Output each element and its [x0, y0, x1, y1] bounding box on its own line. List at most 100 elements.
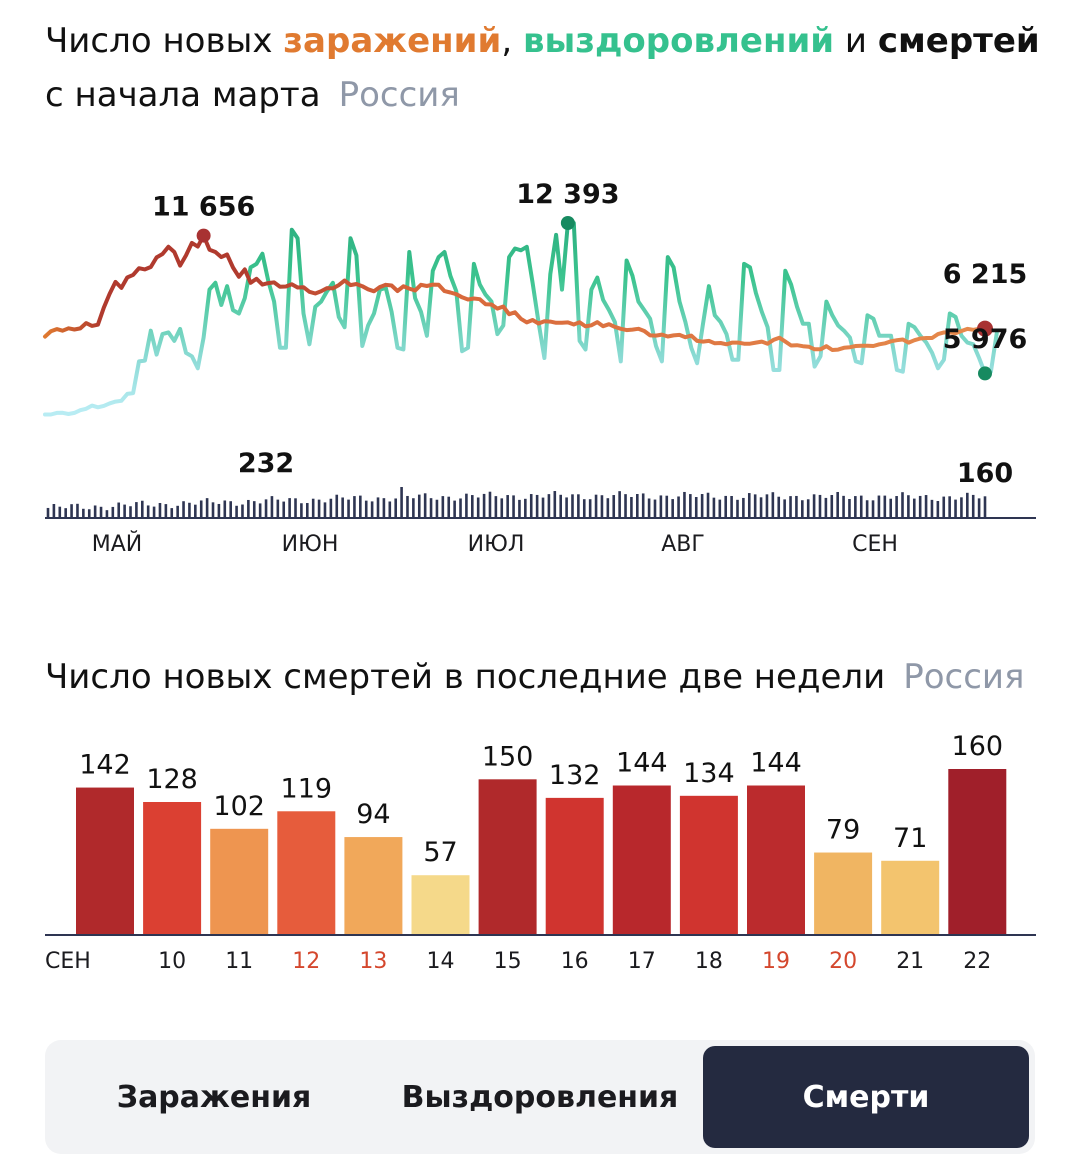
death-mini-bar	[341, 497, 344, 517]
death-mini-bar	[924, 495, 928, 517]
death-bar	[814, 852, 873, 934]
bar-category-label: 19	[762, 949, 790, 974]
death-mini-bar	[64, 508, 67, 517]
death-mini-bar	[801, 500, 804, 517]
bar-value-label: 160	[952, 731, 1004, 762]
death-mini-bar	[52, 504, 56, 517]
death-mini-bar	[582, 499, 586, 517]
bar-category-label: 21	[896, 949, 924, 974]
death-mini-bar	[323, 502, 327, 517]
death-mini-bar	[76, 503, 79, 517]
death-mini-bar	[918, 495, 922, 517]
bars: 142 128 102 119 94 57 150 132 144 134 144 79 71 160	[76, 731, 1007, 934]
death-mini-bar	[471, 495, 474, 517]
death-bar	[411, 875, 470, 934]
month-label: ИЮЛ	[468, 532, 525, 557]
death-mini-bar	[689, 494, 692, 517]
death-mini-bar	[771, 492, 775, 517]
death-mini-bar	[753, 494, 757, 517]
death-mini-bar	[712, 497, 716, 517]
main-chart-subtitle: с начала марта Россия	[45, 70, 460, 120]
death-mini-bar	[541, 497, 545, 517]
deaths-last-label: 160	[957, 458, 1013, 489]
death-mini-bar	[294, 498, 297, 517]
death-mini-bar	[783, 499, 786, 517]
recoveries-last-label: 5 976	[943, 324, 1028, 355]
death-mini-bar	[417, 494, 421, 517]
death-mini-bar	[694, 497, 698, 517]
death-mini-bar	[87, 509, 91, 517]
bar-value-label: 144	[616, 748, 668, 779]
death-mini-bar	[983, 496, 987, 517]
death-mini-bar	[140, 500, 144, 517]
death-mini-bar	[912, 498, 916, 517]
death-mini-bar	[960, 497, 963, 517]
death-mini-bar	[948, 496, 951, 517]
death-mini-bar	[364, 500, 368, 517]
main-line-chart: МАЙ ИЮН ИЮЛ АВГ СЕН 11 656 12 393 6 215 5 976 23…	[43, 179, 1036, 557]
death-mini-bar	[441, 496, 445, 517]
death-mini-bar	[724, 495, 728, 517]
death-mini-bar	[600, 495, 604, 517]
death-mini-bar	[830, 495, 834, 517]
death-mini-bar	[129, 506, 132, 517]
bar-category-label: 20	[829, 949, 857, 974]
death-mini-bar	[665, 495, 669, 517]
death-mini-bar	[806, 499, 810, 517]
death-mini-bar	[842, 495, 845, 517]
death-mini-bar	[624, 494, 627, 517]
death-mini-bar	[329, 498, 333, 517]
death-mini-bar	[211, 502, 215, 517]
death-mini-bar	[848, 498, 851, 517]
death-mini-bar	[859, 495, 863, 517]
month-label: МАЙ	[92, 531, 143, 557]
death-bar	[747, 785, 805, 934]
death-mini-bar	[641, 493, 645, 517]
death-mini-bar	[435, 499, 439, 517]
death-bar	[545, 797, 604, 934]
death-mini-bar	[270, 496, 274, 517]
death-mini-bar	[359, 495, 362, 517]
death-mini-bar	[317, 499, 321, 517]
chart-annotations: 11 656 12 393 6 215 5 976 232 160	[152, 179, 1027, 489]
death-bar	[478, 779, 537, 934]
tab-infections[interactable]: Заражения	[116, 1079, 312, 1115]
death-mini-bar	[217, 503, 221, 517]
bar-category-label: 10	[158, 949, 186, 974]
death-mini-bar	[795, 495, 798, 517]
death-mini-bar	[459, 498, 462, 517]
tab-deaths[interactable]: Смерти	[703, 1046, 1029, 1148]
death-mini-bar	[500, 498, 504, 517]
infections-peak-point	[196, 228, 211, 243]
death-bar	[948, 769, 1007, 934]
bar-category-label: 14	[427, 949, 455, 974]
death-mini-bar	[747, 493, 751, 517]
death-mini-bar	[494, 496, 498, 517]
death-mini-bar	[205, 498, 209, 517]
title-deaths-word: смертей	[877, 21, 1040, 61]
death-mini-bar	[930, 499, 934, 517]
death-mini-bar	[429, 498, 433, 517]
recoveries-series	[43, 216, 999, 417]
death-mini-bar	[824, 497, 828, 517]
death-mini-bar	[488, 491, 492, 517]
death-mini-bar	[789, 496, 792, 517]
title-recoveries-word: выздоровлений	[522, 21, 835, 61]
death-mini-bar	[376, 497, 380, 517]
bar-value-label: 128	[146, 764, 198, 795]
death-mini-bar	[706, 492, 710, 517]
death-mini-bar	[730, 495, 733, 517]
bar-chart-title: Число новых смертей в последние две неде…	[45, 652, 1024, 702]
tab-recoveries[interactable]: Выздоровления	[401, 1079, 679, 1115]
death-mini-bar	[182, 501, 185, 517]
death-mini-bar	[812, 494, 816, 517]
death-mini-bar	[954, 499, 957, 517]
infections-last-point	[977, 320, 993, 337]
death-mini-bar	[883, 495, 887, 517]
region-label: Россия	[338, 75, 460, 115]
death-mini-bar	[252, 501, 256, 517]
death-mini-bar	[199, 500, 203, 517]
death-mini-bar	[406, 495, 409, 517]
death-bar	[76, 787, 134, 934]
